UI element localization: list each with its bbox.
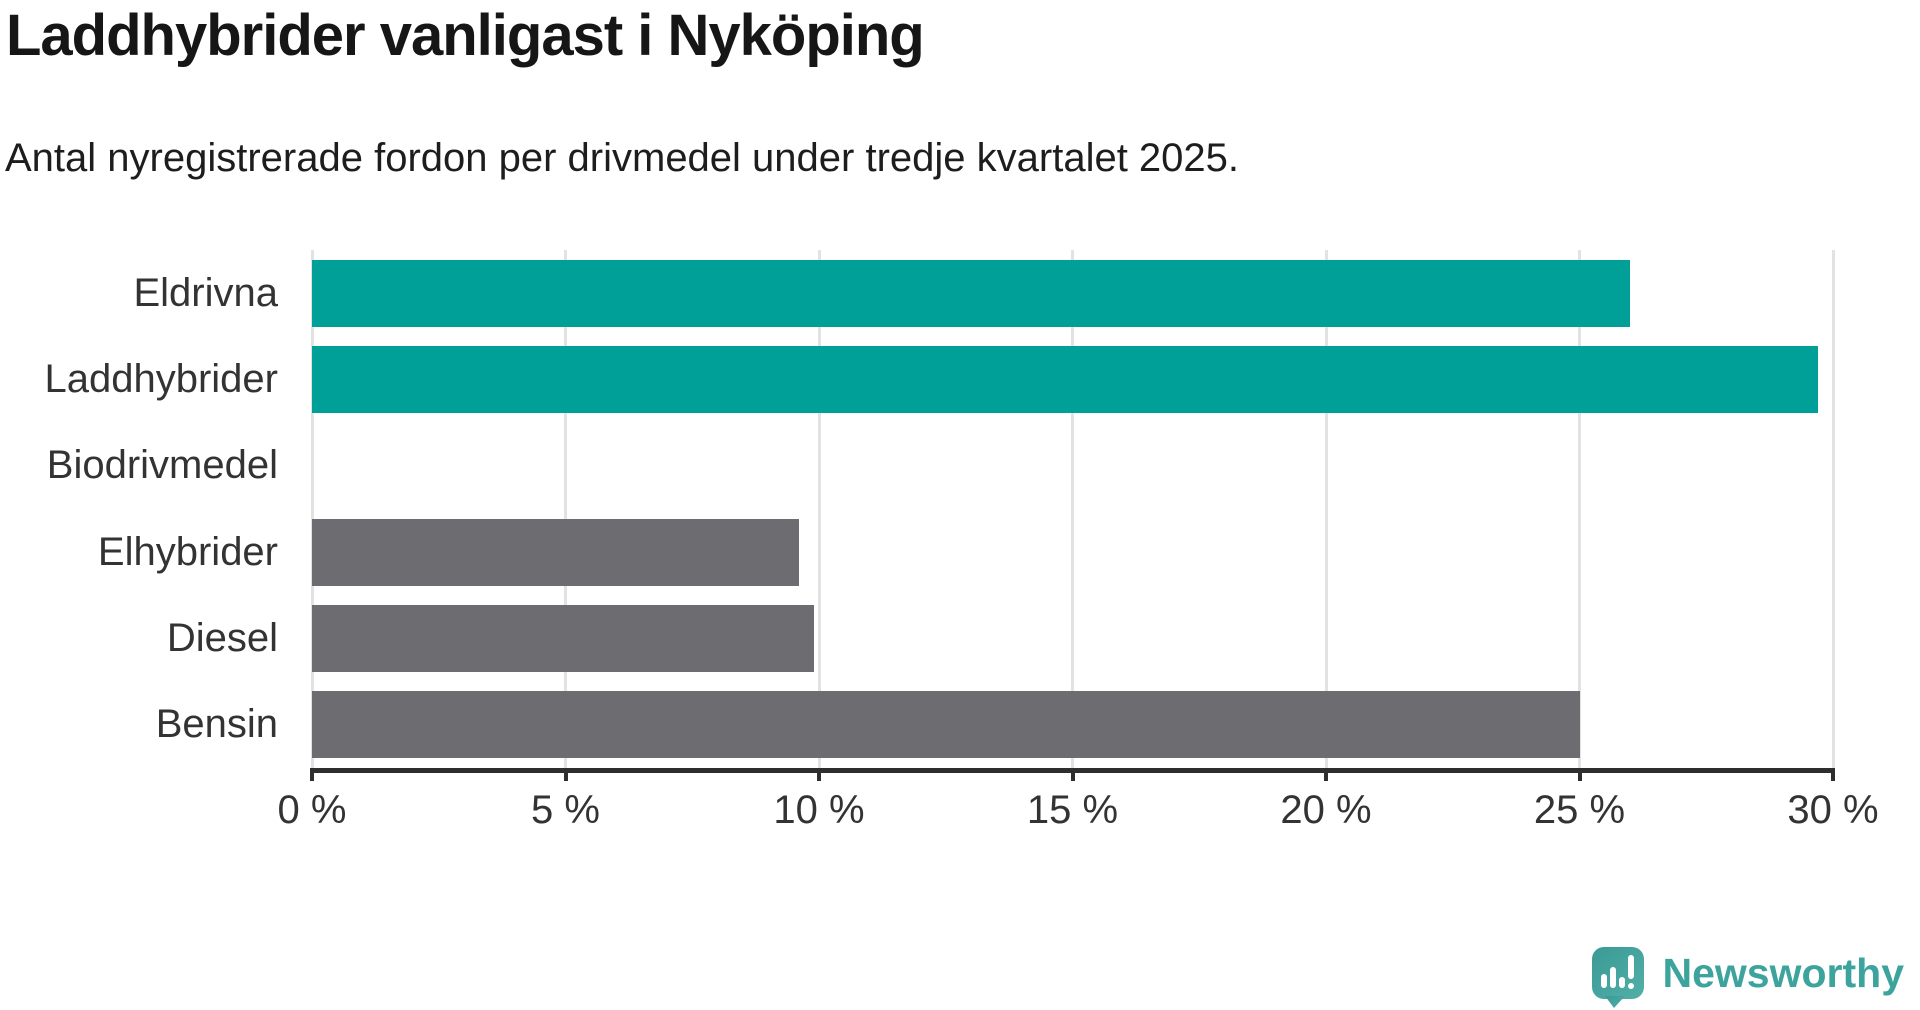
bar-diesel <box>312 605 814 672</box>
gridline-25 <box>1578 250 1581 768</box>
y-label-biodrivmedel: Biodrivmedel <box>46 443 278 488</box>
y-label-bensin: Bensin <box>155 702 278 747</box>
x-tick-label-5: 5 % <box>531 788 600 832</box>
gridline-15 <box>1071 250 1074 768</box>
bar-laddhybrider <box>312 346 1818 413</box>
gridline-5 <box>564 250 567 768</box>
x-axis-tick-20 <box>1324 768 1328 781</box>
bar-eldrivna <box>312 259 1631 327</box>
gridline-30 <box>1831 250 1835 768</box>
x-axis-tick-labels: 0 % 5 % 10 % 15 % 20 % 25 % 30 % <box>278 788 1879 838</box>
newsworthy-logo: Newsworthy <box>1591 946 1905 1008</box>
y-label-laddhybrider: Laddhybrider <box>44 356 279 401</box>
x-axis-tick-15 <box>1070 768 1075 781</box>
y-label-diesel: Diesel <box>166 615 278 660</box>
x-tick-label-30: 30 % <box>1787 788 1879 832</box>
y-label-eldrivna: Eldrivna <box>133 270 278 315</box>
x-axis-tick-10 <box>817 768 821 781</box>
gridline-20 <box>1324 250 1328 768</box>
y-label-elhybrider: Elhybrider <box>97 529 278 574</box>
x-axis-tick-30 <box>1831 768 1835 781</box>
gridline-0 <box>310 250 314 768</box>
plot-area <box>310 250 1835 781</box>
x-axis-tick-5 <box>563 768 568 781</box>
newsworthy-logo-icon <box>1591 946 1644 1008</box>
x-tick-label-25: 25 % <box>1533 788 1626 832</box>
chart-subtitle: Antal nyregistrerade fordon per drivmede… <box>5 136 1240 180</box>
newsworthy-logo-text: Newsworthy <box>1662 949 1905 996</box>
x-tick-label-0: 0 % <box>277 788 347 832</box>
y-axis-labels: Eldrivna Laddhybrider Biodrivmedel Elhybrid… <box>0 250 279 768</box>
x-tick-label-20: 20 % <box>1280 788 1372 832</box>
gridline-10 <box>817 250 821 768</box>
x-tick-label-15: 15 % <box>1026 788 1119 832</box>
x-axis-tick-0 <box>310 768 314 781</box>
bar-bensin <box>312 691 1580 759</box>
x-tick-label-10: 10 % <box>773 788 865 832</box>
x-axis-tick-25 <box>1577 768 1582 781</box>
bar-elhybrider <box>312 518 799 586</box>
chart-title: Laddhybrider vanligast i Nyköping <box>6 3 925 68</box>
